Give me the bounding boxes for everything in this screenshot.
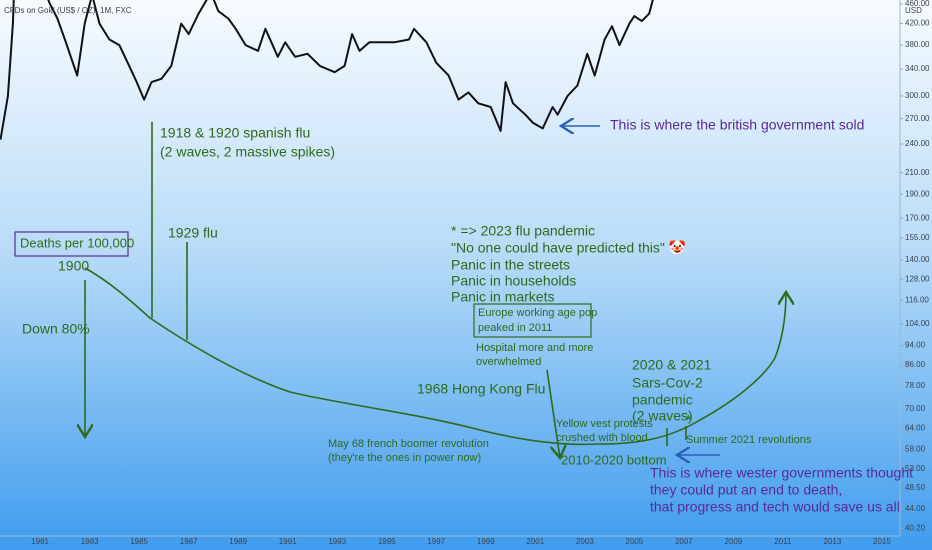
y-tick-label: 104.00 xyxy=(905,319,930,328)
y-tick-label: 420.00 xyxy=(905,19,930,28)
y-tick-label: 64.00 xyxy=(905,423,926,432)
annotation: they could put an end to death, xyxy=(650,482,842,498)
annotation: Hospital more and more xyxy=(476,342,593,354)
annotation: (2 waves, 2 massive spikes) xyxy=(160,144,335,160)
annotation: * => 2023 flu pandemic xyxy=(451,223,595,239)
x-tick-label: 1983 xyxy=(81,537,99,546)
x-tick-label: 1985 xyxy=(130,537,148,546)
y-tick-label: 210.00 xyxy=(905,168,930,177)
x-tick-label: 1987 xyxy=(180,537,198,546)
deaths-curve xyxy=(84,267,786,446)
annotation: Panic in the streets xyxy=(451,257,570,273)
y-tick-label: 170.00 xyxy=(905,213,930,222)
y-tick-label: 40.20 xyxy=(905,523,926,532)
annotation: overwhelmed xyxy=(476,356,541,368)
annotation: 2010-2020 bottom xyxy=(561,452,667,467)
chart-title: CFDs on Gold (US$ / OZ), 1M, FXC xyxy=(4,6,132,15)
annotation: Summer 2021 revolutions xyxy=(686,434,812,446)
x-tick-label: 2001 xyxy=(526,537,544,546)
annotation: This is where the british government sol… xyxy=(610,117,864,133)
annotation: 1968 Hong Kong Flu xyxy=(417,381,545,397)
y-tick-label: 240.00 xyxy=(905,139,930,148)
x-tick-label: 2011 xyxy=(774,537,792,546)
annotation: This is where wester governments thought xyxy=(650,465,913,481)
x-tick-label: 2009 xyxy=(724,537,742,546)
x-tick-label: 2003 xyxy=(576,537,594,546)
annotation: (they're the ones in power now) xyxy=(328,452,481,464)
annotation: crushed with blood xyxy=(556,432,648,444)
y-tick-label: 300.00 xyxy=(905,91,930,100)
y-tick-label: 128.00 xyxy=(905,274,930,283)
annotation: Panic in households xyxy=(451,273,576,289)
annotation: peaked in 2011 xyxy=(478,322,552,334)
y-tick-label: 116.00 xyxy=(905,296,929,305)
y-tick-label: 44.00 xyxy=(905,504,926,513)
annotation: 1900 xyxy=(58,258,89,274)
y-tick-label: 94.00 xyxy=(905,341,926,350)
annotation: Yellow vest protests xyxy=(556,418,653,430)
y-tick-label: 155.00 xyxy=(905,233,930,242)
annotation: Panic in markets xyxy=(451,289,554,305)
y-tick-label: 190.00 xyxy=(905,189,930,198)
x-tick-label: 2015 xyxy=(873,537,891,546)
annotation: Down 80% xyxy=(22,321,90,337)
y-tick-label: 58.00 xyxy=(905,445,926,454)
deaths-box xyxy=(14,231,129,257)
annotation: that progress and tech would save us all xyxy=(650,499,900,515)
x-tick-label: 1999 xyxy=(477,537,495,546)
y-tick-label: 78.00 xyxy=(905,381,926,390)
y-tick-label: 270.00 xyxy=(905,114,930,123)
x-tick-label: 1989 xyxy=(229,537,247,546)
y-unit: USD xyxy=(905,6,922,15)
annotation: pandemic xyxy=(632,392,693,408)
axes: 460.00 420.00 380.00 340.00 300.00 270.00 240.… xyxy=(31,0,930,546)
europe-box xyxy=(473,303,592,338)
y-tick-label: 140.00 xyxy=(905,255,930,264)
annotation: 1918 & 1920 spanish flu xyxy=(160,125,310,141)
annotation: (2 waves) xyxy=(632,408,693,424)
series-layer xyxy=(0,0,654,140)
x-tick-label: 2005 xyxy=(625,537,643,546)
x-tick-label: 1995 xyxy=(378,537,396,546)
annotation: 1929 flu xyxy=(168,225,218,241)
x-tick-label: 2013 xyxy=(824,537,842,546)
x-tick-label: 2007 xyxy=(675,537,693,546)
y-tick-label: 48.50 xyxy=(905,483,926,492)
annotation: Europe working age pop xyxy=(478,307,597,319)
x-tick-label: 1981 xyxy=(31,537,49,546)
y-tick-label: 70.00 xyxy=(905,404,926,413)
annotation: 2020 & 2021 xyxy=(632,357,712,373)
y-tick-label: 53.00 xyxy=(905,464,926,473)
y-tick-label: 460.00 xyxy=(905,0,930,8)
x-tick-label: 1993 xyxy=(328,537,346,546)
x-tick-label: 1991 xyxy=(279,537,297,546)
price-line xyxy=(0,0,654,140)
x-tick-label: 1997 xyxy=(427,537,445,546)
annotation: * xyxy=(686,412,692,428)
annotation: Deaths per 100,000 xyxy=(20,235,134,250)
annotation: "No one could have predicted this" 🤡 xyxy=(451,240,686,256)
annotation: Sars-Cov-2 xyxy=(632,375,703,391)
y-tick-label: 380.00 xyxy=(905,40,930,49)
y-tick-label: 340.00 xyxy=(905,64,930,73)
y-tick-label: 86.00 xyxy=(905,360,926,369)
annotation: May 68 french boomer revolution xyxy=(328,438,489,450)
hospital-arrow xyxy=(546,369,560,458)
